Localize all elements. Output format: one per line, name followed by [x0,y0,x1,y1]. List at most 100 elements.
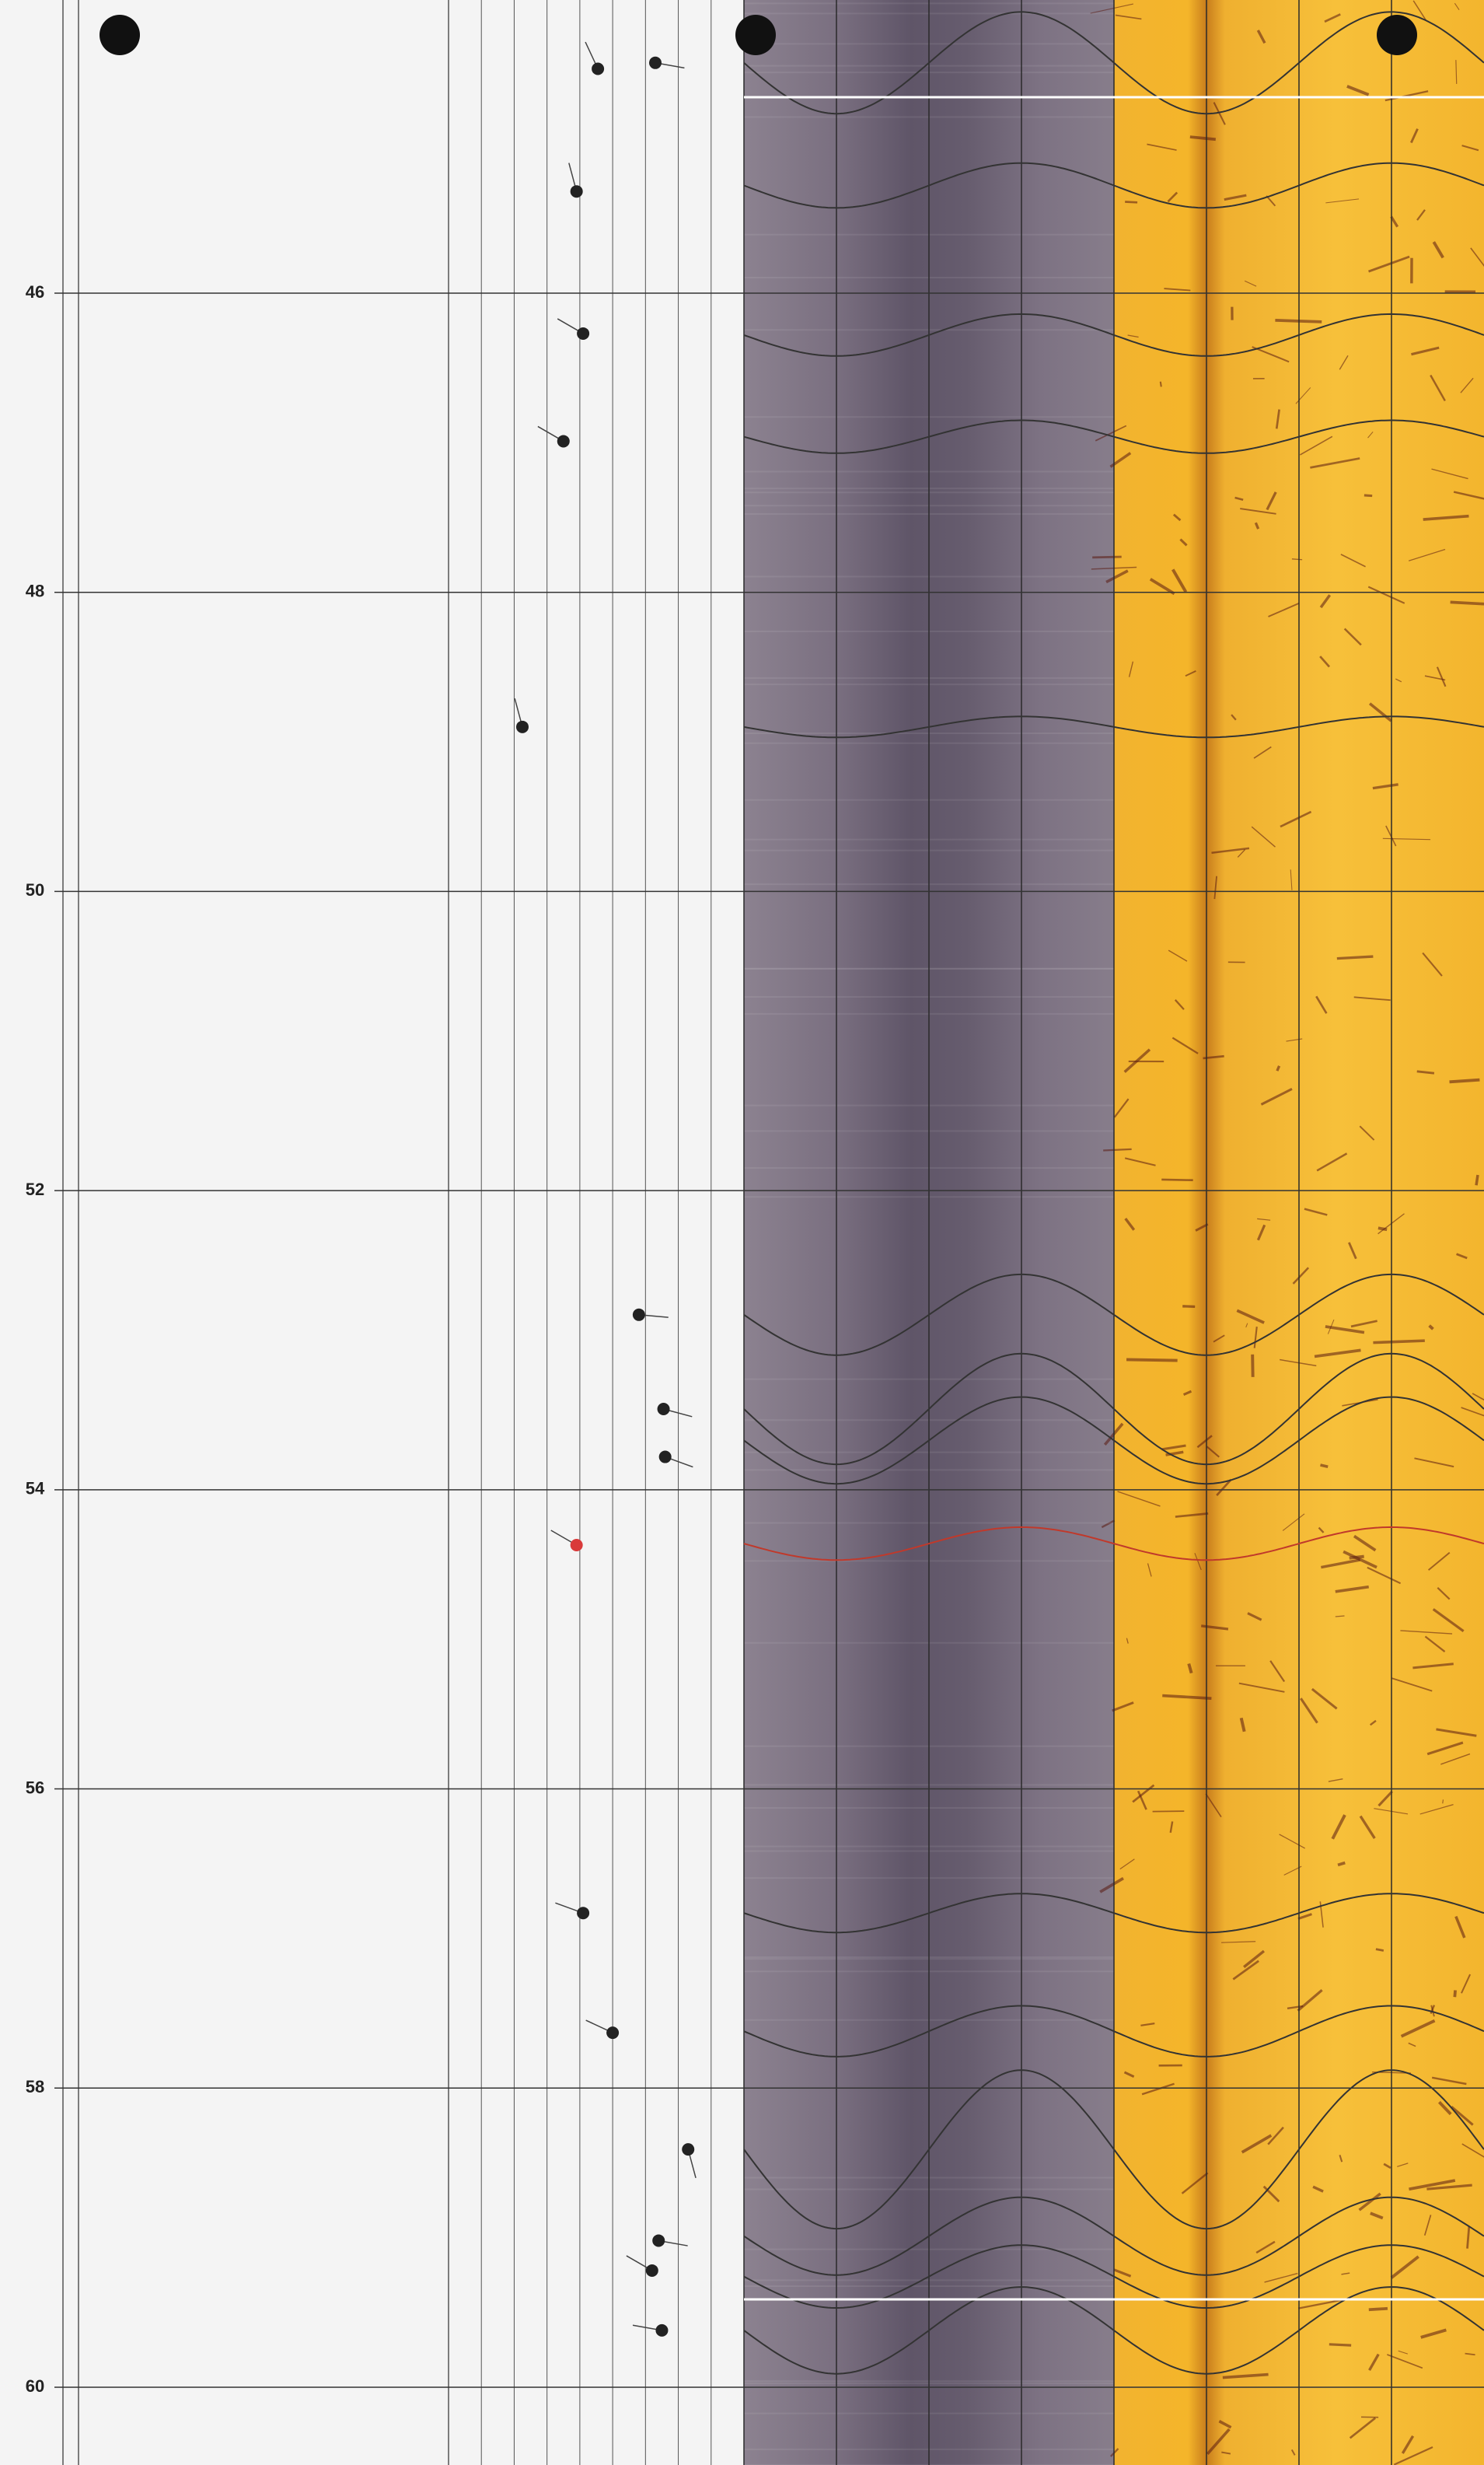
texture-streak [1279,1834,1305,1849]
texture-streak [1117,1491,1161,1507]
texture-streak [1174,999,1185,1010]
texture-streak [1367,586,1405,604]
sinusoid [743,313,1115,357]
texture-streak [1398,2350,1409,2355]
texture-streak [1318,1526,1325,1533]
tadpole [570,185,583,198]
texture-streak [1411,346,1440,356]
track-marker [735,15,776,55]
texture-streak [1187,1663,1193,1674]
sinusoid [1113,1893,1484,1934]
tadpole [655,2323,669,2337]
texture-streak [1426,2184,1472,2191]
depth-tick-label: 48 [26,582,44,601]
texture-streak [1449,1078,1480,1084]
texture-streak [1103,1148,1132,1152]
texture-streak [1195,1223,1209,1232]
texture-streak [1390,2255,1419,2279]
texture-streak [1290,2449,1296,2456]
texture-streak [1373,1339,1425,1344]
texture-streak [1262,2185,1280,2203]
texture-streak [1162,1694,1212,1701]
texture-streak [1234,496,1244,501]
sinusoid [743,1893,1115,1934]
texture-streak [1275,409,1280,429]
texture-streak [1395,678,1402,683]
sinusoid [743,2069,1115,2230]
texture-streak [1211,847,1250,855]
texture-streak [1383,2163,1391,2170]
texture-streak [1125,201,1138,204]
texture-streak [1337,1861,1346,1867]
texture-streak [1256,1224,1266,1241]
texture-streak [1367,431,1374,439]
texture-streak [1295,387,1311,404]
texture-streak [1461,1407,1484,1417]
tadpole [649,56,662,69]
tadpole [606,2026,620,2040]
texture-streak [1324,13,1341,23]
texture-streak [1401,2435,1415,2454]
texture-streak [1331,1814,1346,1840]
texture-streak [1460,377,1474,393]
texture-streak [1368,702,1392,722]
texture-streak [1436,1728,1477,1737]
texture-streak [1416,209,1426,221]
texture-streak [1201,1624,1229,1631]
texture-streak [1181,2172,1209,2194]
tadpole [658,1450,672,1463]
sinusoid [1113,2069,1484,2230]
texture-streak [1256,30,1266,44]
texture-streak [1182,1305,1196,1309]
texture-streak [1132,1784,1155,1803]
texture-streak [1194,1553,1202,1571]
texture-streak [1384,90,1429,102]
texture-streak [1314,1348,1361,1358]
texture-streak [1472,1393,1484,1401]
texture-streak [1268,603,1300,617]
texture-streak [1113,2268,1132,2278]
texture-streak [1245,1323,1248,1328]
texture-streak [1247,1612,1262,1621]
sinusoid [743,1396,1115,1485]
sinusoid [743,2005,1115,2058]
texture-streak [1266,491,1277,511]
texture-streak [1167,191,1178,203]
texture-streak [1343,628,1362,646]
texture-streak [1297,1913,1312,1920]
texture-streak [1290,869,1293,890]
sinusoid [743,1352,1115,1466]
texture-streak [1267,2126,1284,2145]
depth-tick-label: 52 [26,1180,44,1199]
texture-streak [1475,1174,1479,1186]
texture-streak [1090,3,1133,14]
texture-streak [1461,1974,1472,1994]
texture-streak [1182,1390,1192,1396]
texture-streak [1422,952,1443,977]
texture-streak [1424,675,1446,681]
texture-streak [1335,1585,1369,1593]
texture-streak [1372,783,1398,790]
texture-streak [1241,2134,1273,2154]
texture-streak [1213,102,1226,125]
texture-streak [1297,1989,1323,2012]
texture-streak [1244,280,1257,287]
texture-streak [1205,1793,1222,1818]
texture-streak [1348,1242,1357,1260]
texture-streak [1456,1253,1468,1260]
tadpole [682,2143,695,2156]
data-marks [514,11,1484,2375]
texture-streak [1171,568,1188,593]
texture-streak [1280,1358,1317,1367]
texture-streak [1428,1324,1434,1330]
texture-streak [1276,1065,1281,1072]
texture-streak [1420,2328,1447,2339]
texture-streak [1387,2354,1423,2369]
texture-streak [1325,198,1360,204]
sinusoid [1113,1526,1484,1561]
texture-streak [1127,334,1139,338]
texture-streak [1253,746,1272,759]
tadpole [645,2264,658,2277]
sinusoid [1113,715,1484,739]
